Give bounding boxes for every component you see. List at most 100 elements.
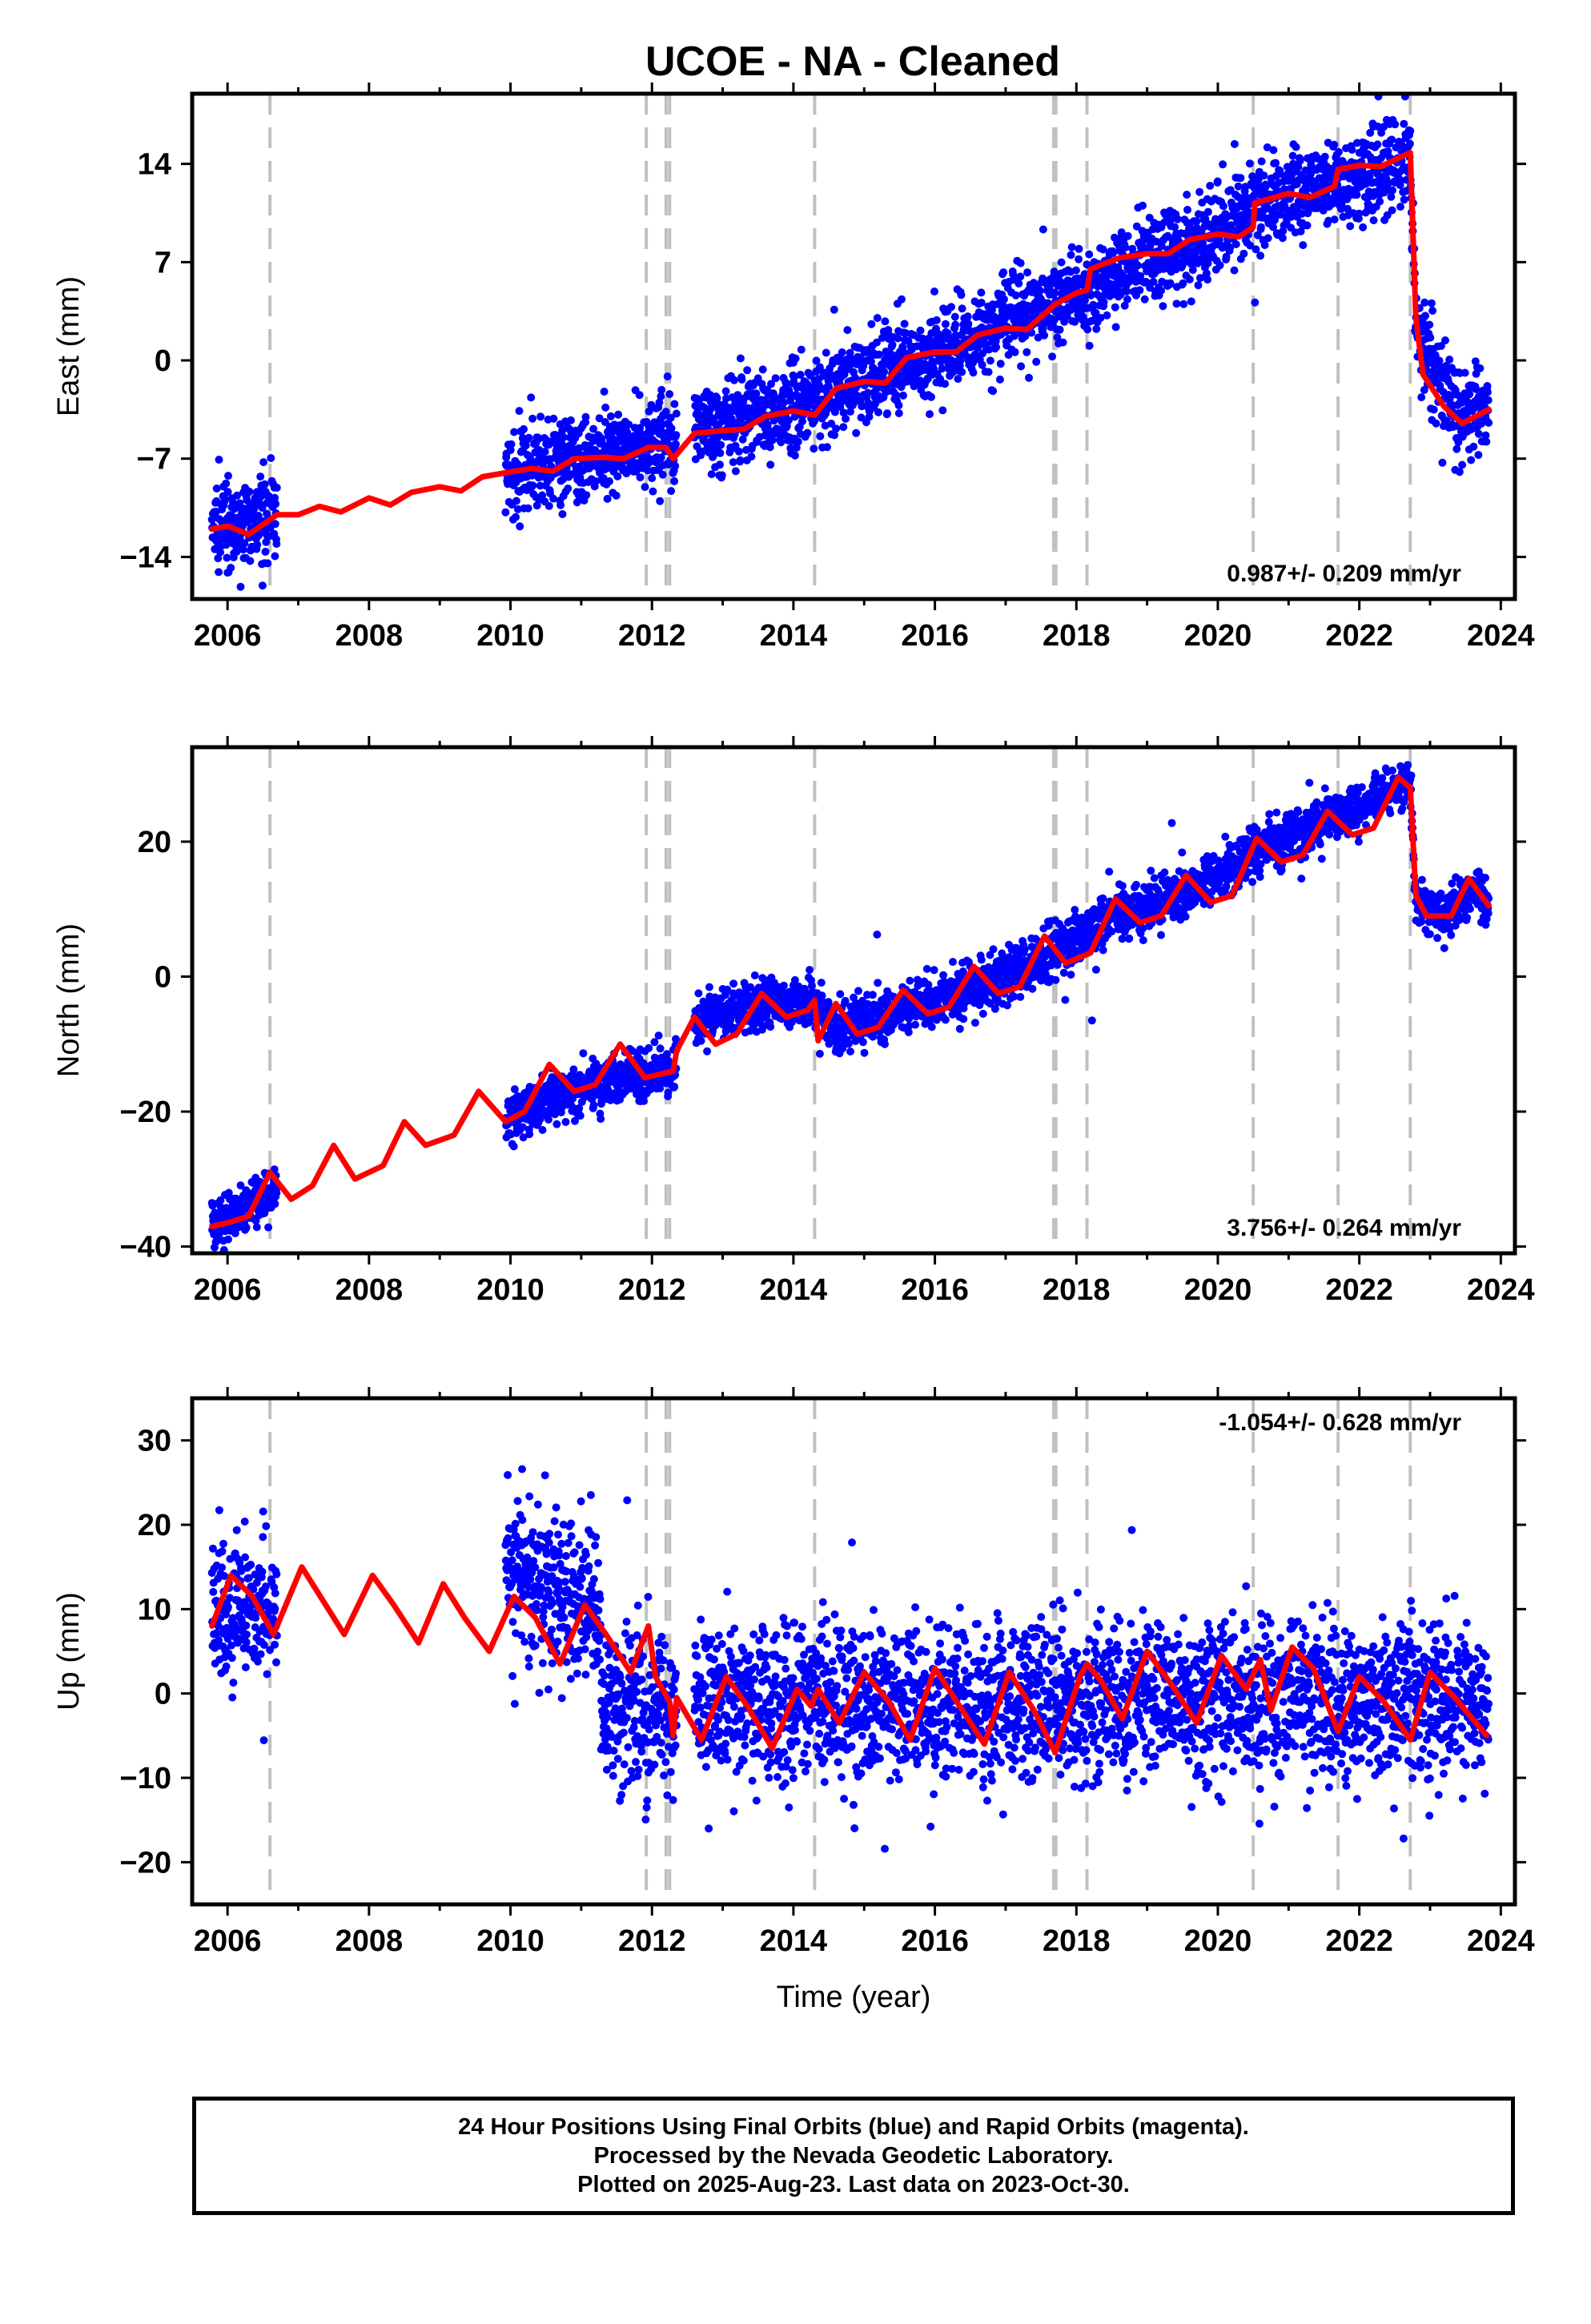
x-tick-label: 2010 <box>476 619 544 653</box>
data-point <box>538 1126 547 1134</box>
data-point <box>648 474 657 483</box>
data-point <box>1187 297 1195 306</box>
data-point <box>236 1181 245 1190</box>
data-point <box>839 408 848 417</box>
data-point <box>1334 147 1343 156</box>
data-point <box>791 354 800 363</box>
data-point <box>963 312 972 321</box>
data-point <box>1195 187 1204 196</box>
data-point <box>1157 286 1165 295</box>
data-point <box>1296 156 1304 165</box>
data-point <box>873 338 881 347</box>
data-point <box>768 436 777 444</box>
data-point <box>521 441 530 450</box>
data-point <box>1032 357 1041 366</box>
data-point <box>606 412 615 420</box>
data-point <box>1445 395 1454 404</box>
data-point <box>806 966 814 975</box>
data-point <box>1085 341 1094 350</box>
data-point <box>898 295 906 304</box>
data-point <box>1194 281 1203 290</box>
data-point <box>242 1223 251 1232</box>
data-point <box>1173 215 1182 223</box>
data-point <box>1257 157 1266 166</box>
data-point <box>805 1018 814 1027</box>
data-point <box>969 368 978 377</box>
data-point <box>655 398 664 407</box>
panel-north: 2006 2008 2010 2012 2014 2016 2018 2020 2022 2024… <box>52 736 1535 1307</box>
data-point <box>222 479 231 488</box>
x-tick-label: 2016 <box>901 619 969 653</box>
data-point <box>905 1022 914 1030</box>
data-point <box>1288 151 1297 160</box>
data-point <box>716 460 724 469</box>
data-point <box>1474 429 1483 438</box>
data-point <box>592 477 601 485</box>
data-point <box>1396 203 1404 211</box>
data-point <box>1057 258 1066 267</box>
data-point <box>747 452 756 461</box>
data-point <box>932 316 941 324</box>
data-point <box>1435 356 1444 365</box>
data-point <box>601 403 610 412</box>
data-point <box>1183 191 1191 199</box>
data-point <box>1474 451 1483 460</box>
data-point <box>581 412 590 421</box>
y-tick-label: 14 <box>138 148 171 182</box>
data-point <box>941 380 950 388</box>
x-tick-label: 2024 <box>1467 619 1535 653</box>
data-point <box>1089 300 1098 309</box>
data-point <box>956 356 965 365</box>
data-point <box>1149 277 1158 286</box>
data-points-east <box>207 94 1493 591</box>
data-point <box>1050 267 1059 276</box>
data-point <box>1085 250 1094 259</box>
data-point <box>1264 234 1272 243</box>
data-point <box>949 958 957 967</box>
data-point <box>1123 287 1131 296</box>
data-point <box>1263 143 1272 151</box>
data-point <box>825 382 833 391</box>
data-point <box>1429 405 1438 414</box>
data-point <box>977 288 986 297</box>
data-point <box>1014 279 1023 287</box>
data-point <box>603 494 612 503</box>
data-point <box>1303 221 1312 230</box>
data-point <box>1121 243 1130 251</box>
data-point <box>970 1019 979 1027</box>
data-point <box>1344 204 1352 213</box>
data-point <box>525 1130 534 1139</box>
data-point <box>863 388 872 397</box>
data-point <box>1134 261 1142 270</box>
data-point <box>625 420 633 429</box>
data-point <box>509 1142 518 1151</box>
data-point <box>661 408 670 416</box>
data-point <box>1231 240 1240 248</box>
data-point <box>256 472 265 481</box>
data-point <box>1075 255 1083 263</box>
data-point <box>1256 251 1265 260</box>
data-point <box>1010 332 1018 340</box>
x-tick-label: 2014 <box>760 619 828 653</box>
data-point <box>900 320 909 328</box>
data-point <box>1452 444 1461 453</box>
data-point <box>1417 393 1426 402</box>
data-point <box>959 1015 968 1023</box>
data-point <box>1465 390 1474 399</box>
data-point <box>575 1104 584 1112</box>
data-point <box>736 354 745 363</box>
data-point <box>1376 197 1384 206</box>
data-point <box>588 1095 597 1104</box>
data-point <box>1436 342 1445 350</box>
data-point <box>571 1116 579 1125</box>
data-point <box>1298 209 1307 218</box>
data-point <box>1278 234 1287 243</box>
data-point <box>1023 268 1032 277</box>
data-point <box>916 326 925 335</box>
data-point <box>765 443 774 452</box>
data-point <box>233 491 242 500</box>
data-point <box>1230 139 1239 148</box>
data-point <box>214 554 223 563</box>
data-point <box>978 1009 987 1018</box>
data-point <box>839 423 848 432</box>
